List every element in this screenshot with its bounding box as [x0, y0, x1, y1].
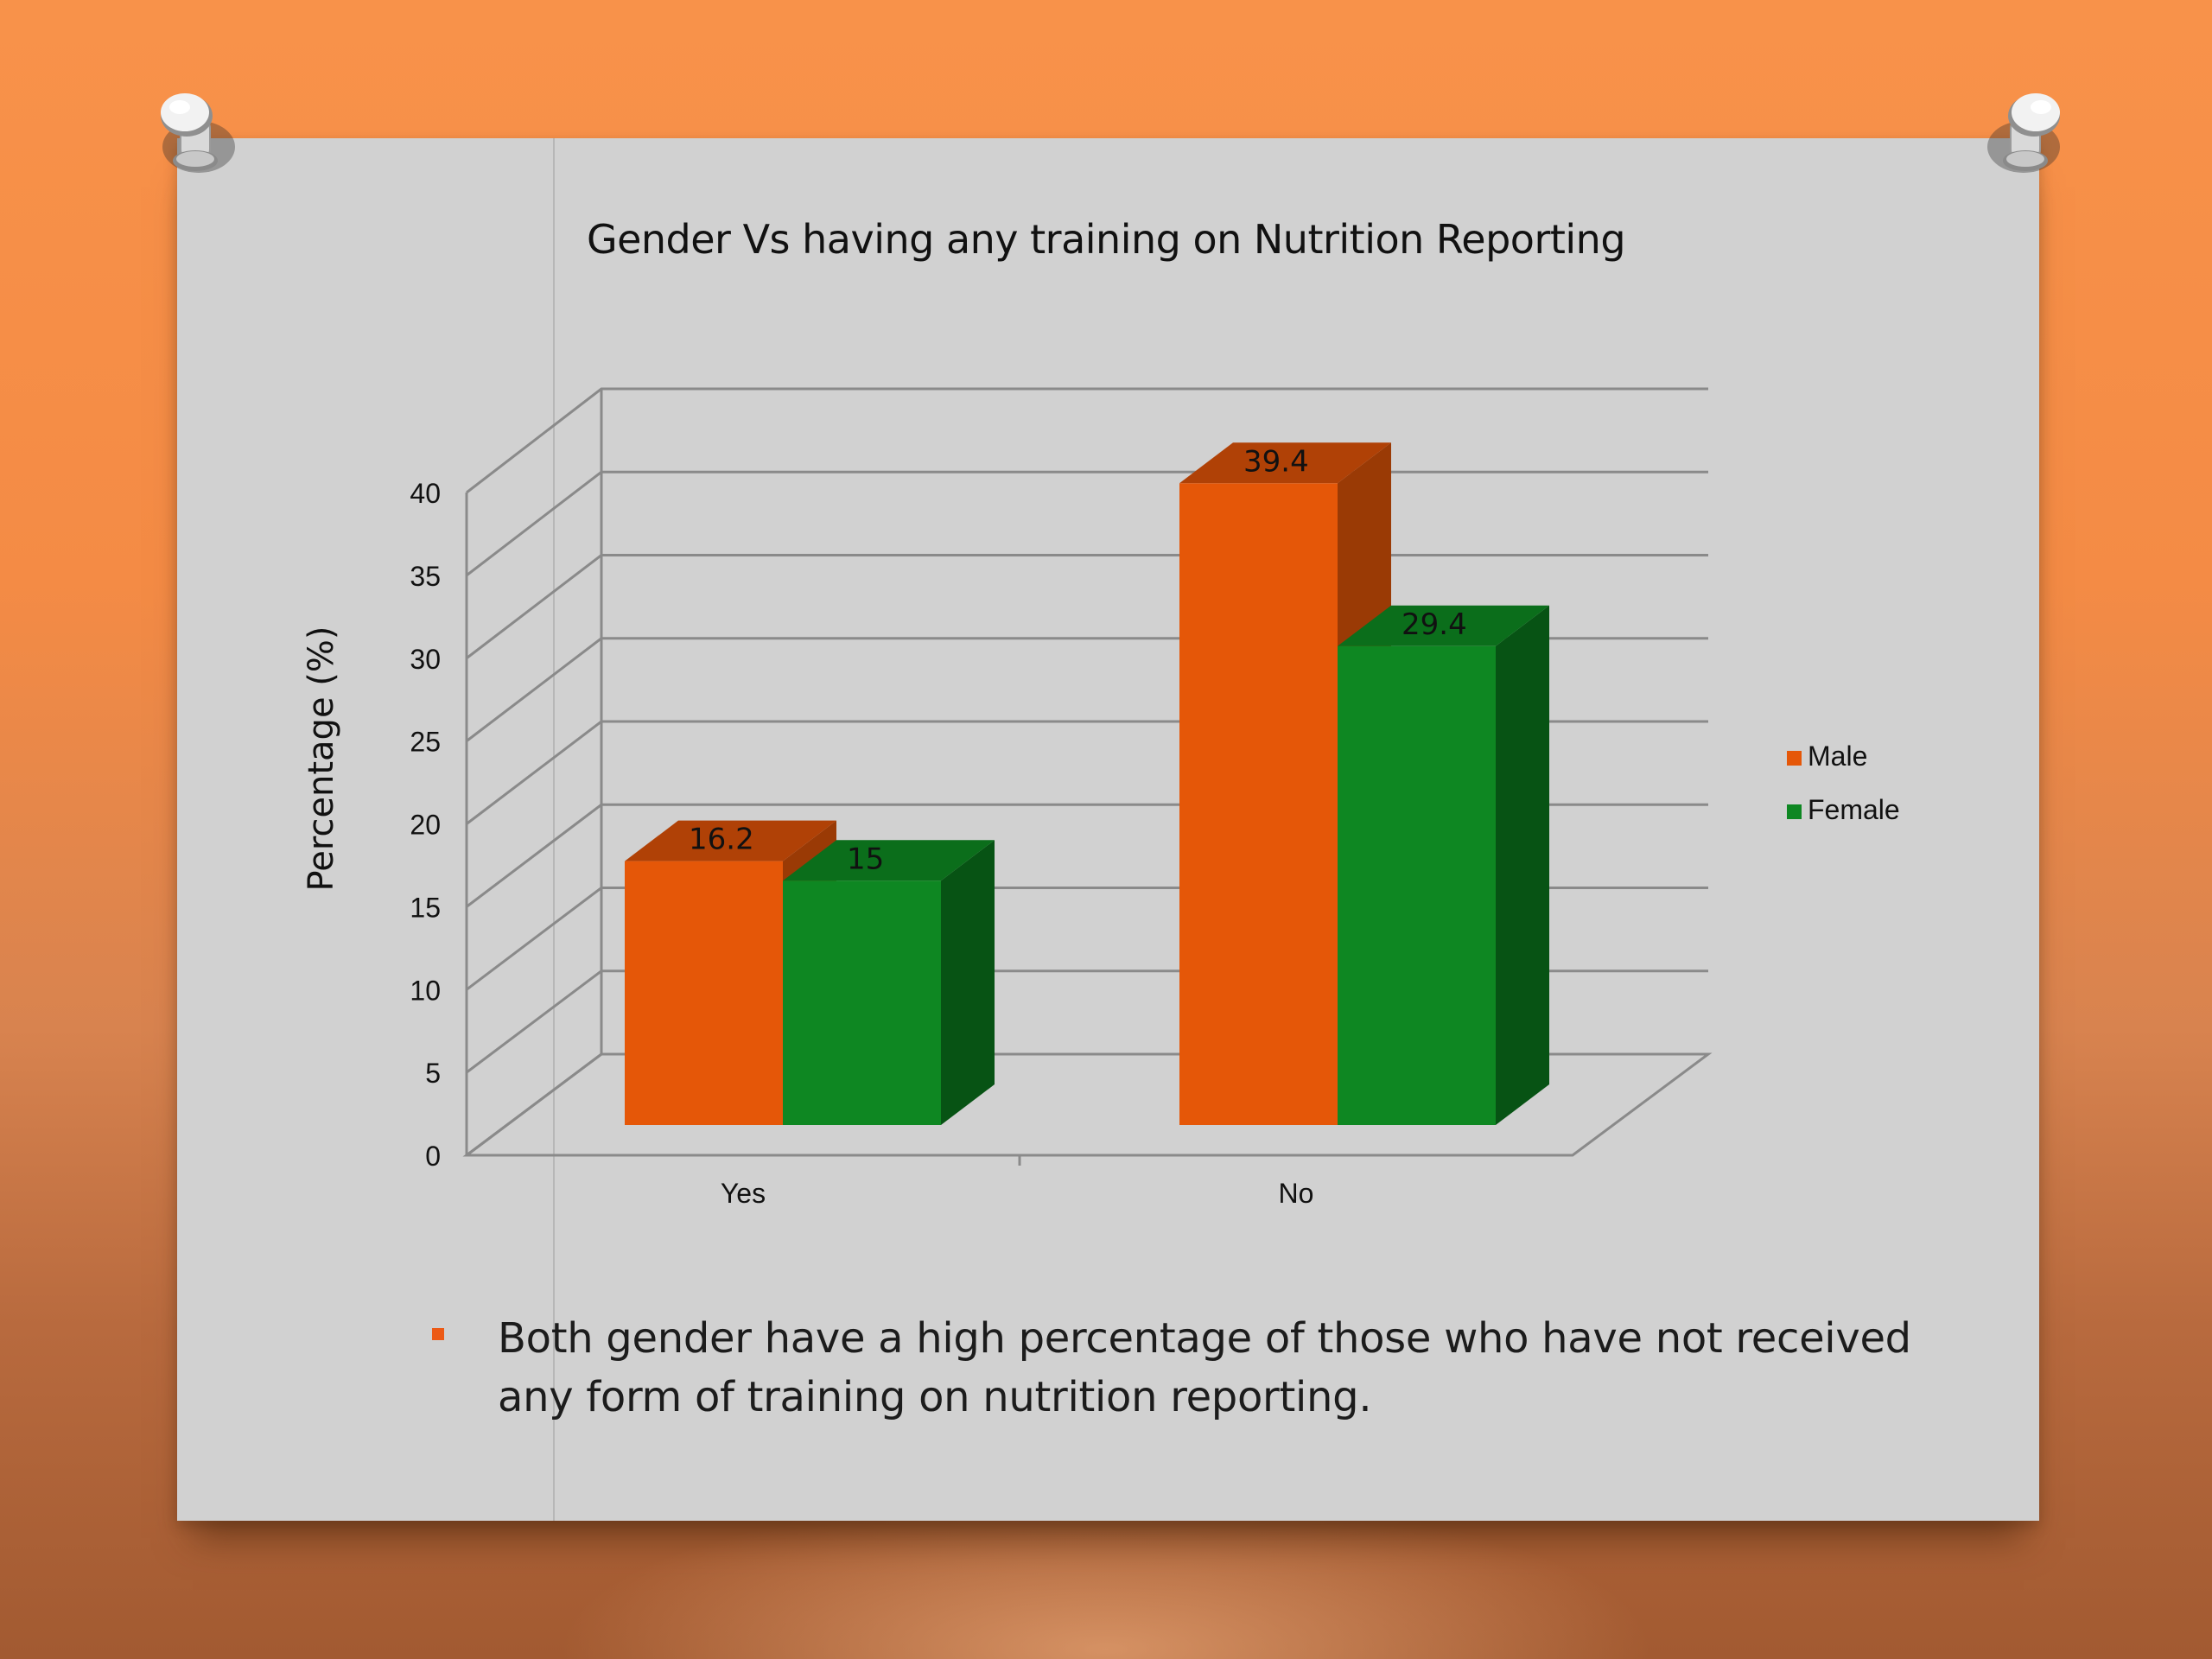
y-tick-label: 35 — [410, 561, 441, 592]
x-tick-label: No — [1279, 1178, 1314, 1209]
y-tick-label: 0 — [425, 1141, 441, 1172]
data-label: 39.4 — [1243, 444, 1309, 479]
gridline — [466, 387, 1708, 494]
gridline — [466, 470, 1708, 577]
y-tick-label: 25 — [410, 727, 441, 758]
legend-label: Male — [1808, 741, 1867, 772]
y-tick-label: 40 — [410, 478, 441, 509]
data-label: 29.4 — [1402, 607, 1467, 642]
x-tick-label: Yes — [721, 1178, 766, 1209]
y-tick-label: 20 — [410, 810, 441, 841]
y-tick-label: 15 — [410, 892, 441, 923]
bar-top-female — [783, 840, 995, 881]
bar-top-female — [1338, 605, 1549, 646]
slide-paper — [177, 138, 2039, 1521]
bar-top-male — [1179, 442, 1391, 484]
paper-margin-line — [553, 138, 555, 1521]
pushpin-icon — [161, 93, 235, 173]
bullet-square-icon — [432, 1328, 444, 1340]
pushpin-icon — [1987, 93, 2060, 173]
legend-label: Female — [1808, 794, 1900, 825]
bar-side-female — [1496, 605, 1549, 1125]
legend-swatch — [1787, 751, 1802, 766]
data-label: 16.2 — [689, 823, 754, 857]
bar-female — [783, 880, 941, 1125]
chart-title: Gender Vs having any training on Nutriti… — [586, 216, 1626, 263]
y-axis-label: Percentage (%) — [302, 626, 341, 892]
legend-swatch — [1787, 804, 1802, 819]
data-label: 15 — [847, 842, 884, 876]
bar-female — [1338, 645, 1496, 1125]
bar-male — [1179, 483, 1338, 1125]
y-tick-label: 30 — [410, 644, 441, 675]
bar-male — [625, 861, 783, 1125]
y-tick-label: 5 — [425, 1058, 441, 1089]
bar-side-female — [941, 840, 995, 1125]
y-tick-label: 10 — [410, 975, 441, 1006]
bar-top-male — [625, 820, 836, 861]
bullet-text: Both gender have a high percentage of th… — [498, 1314, 1911, 1421]
